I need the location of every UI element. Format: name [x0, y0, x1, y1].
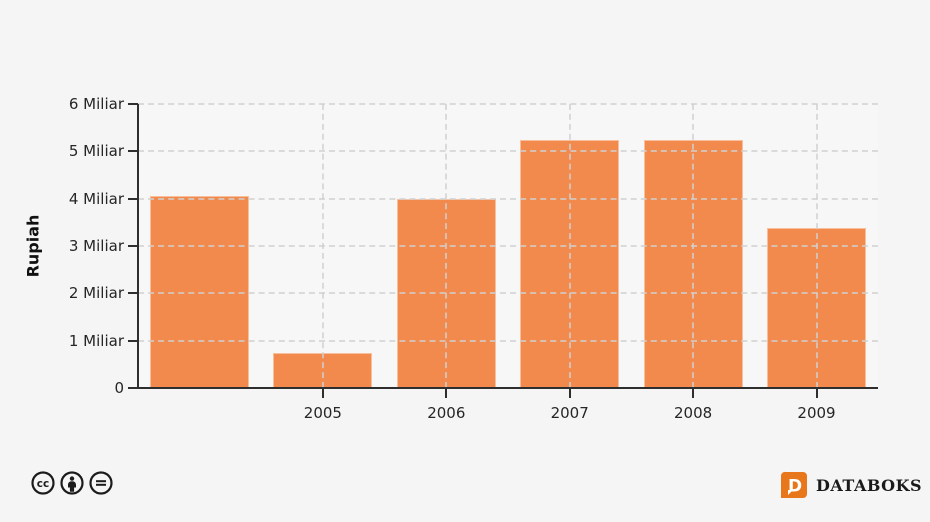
v-gridline — [445, 104, 448, 388]
h-gridline — [138, 103, 878, 105]
y-tick — [128, 292, 138, 295]
y-tick — [128, 387, 138, 389]
svg-text:cc: cc — [37, 478, 49, 490]
cc-icon[interactable]: cc — [31, 471, 55, 495]
y-tick-label: 5 Miliar — [68, 142, 124, 161]
x-tick — [815, 389, 818, 398]
x-tick-label: 2008 — [674, 404, 713, 422]
h-gridline — [138, 150, 878, 153]
y-axis-title: Rupiah — [23, 214, 43, 278]
y-tick — [128, 197, 138, 200]
x-axis-line — [137, 387, 878, 389]
h-gridline — [138, 197, 878, 200]
y-tick-label: 0 — [114, 379, 124, 397]
y-tick-label: 2 Miliar — [68, 284, 124, 303]
y-tick — [128, 103, 138, 105]
databoks-logo-icon: D — [780, 471, 807, 498]
x-tick — [568, 389, 571, 398]
no-derivatives-icon[interactable] — [89, 471, 113, 495]
x-tick — [321, 389, 324, 398]
h-gridline — [138, 245, 878, 247]
x-tick-label: 2009 — [797, 404, 836, 422]
h-gridline — [138, 339, 878, 342]
y-tick — [128, 150, 138, 153]
x-tick-label: 2005 — [303, 404, 342, 422]
h-gridline — [138, 292, 878, 295]
svg-text:D: D — [788, 477, 802, 497]
attribution-icon[interactable] — [60, 471, 84, 495]
x-tick-label: 2006 — [427, 404, 466, 422]
y-tick-label: 4 Miliar — [68, 189, 124, 208]
v-gridline — [568, 104, 571, 388]
databoks-logo[interactable]: D DATABOKS — [780, 471, 922, 499]
x-tick — [692, 389, 695, 398]
v-gridline — [321, 104, 324, 388]
y-axis-line — [137, 104, 139, 389]
y-tick — [128, 339, 138, 342]
databoks-logo-text: DATABOKS — [816, 475, 923, 495]
bar-unlabeled — [150, 196, 249, 388]
y-tick — [128, 245, 138, 247]
y-tick-label: 3 Miliar — [68, 237, 124, 255]
license-bar[interactable]: cc — [31, 471, 113, 495]
x-tick-label: 2007 — [550, 404, 589, 422]
y-tick-label: 1 Miliar — [68, 331, 124, 350]
y-tick-label: 6 Miliar — [68, 95, 124, 113]
v-gridline — [692, 104, 695, 388]
x-tick — [445, 389, 448, 398]
v-gridline — [815, 104, 818, 388]
